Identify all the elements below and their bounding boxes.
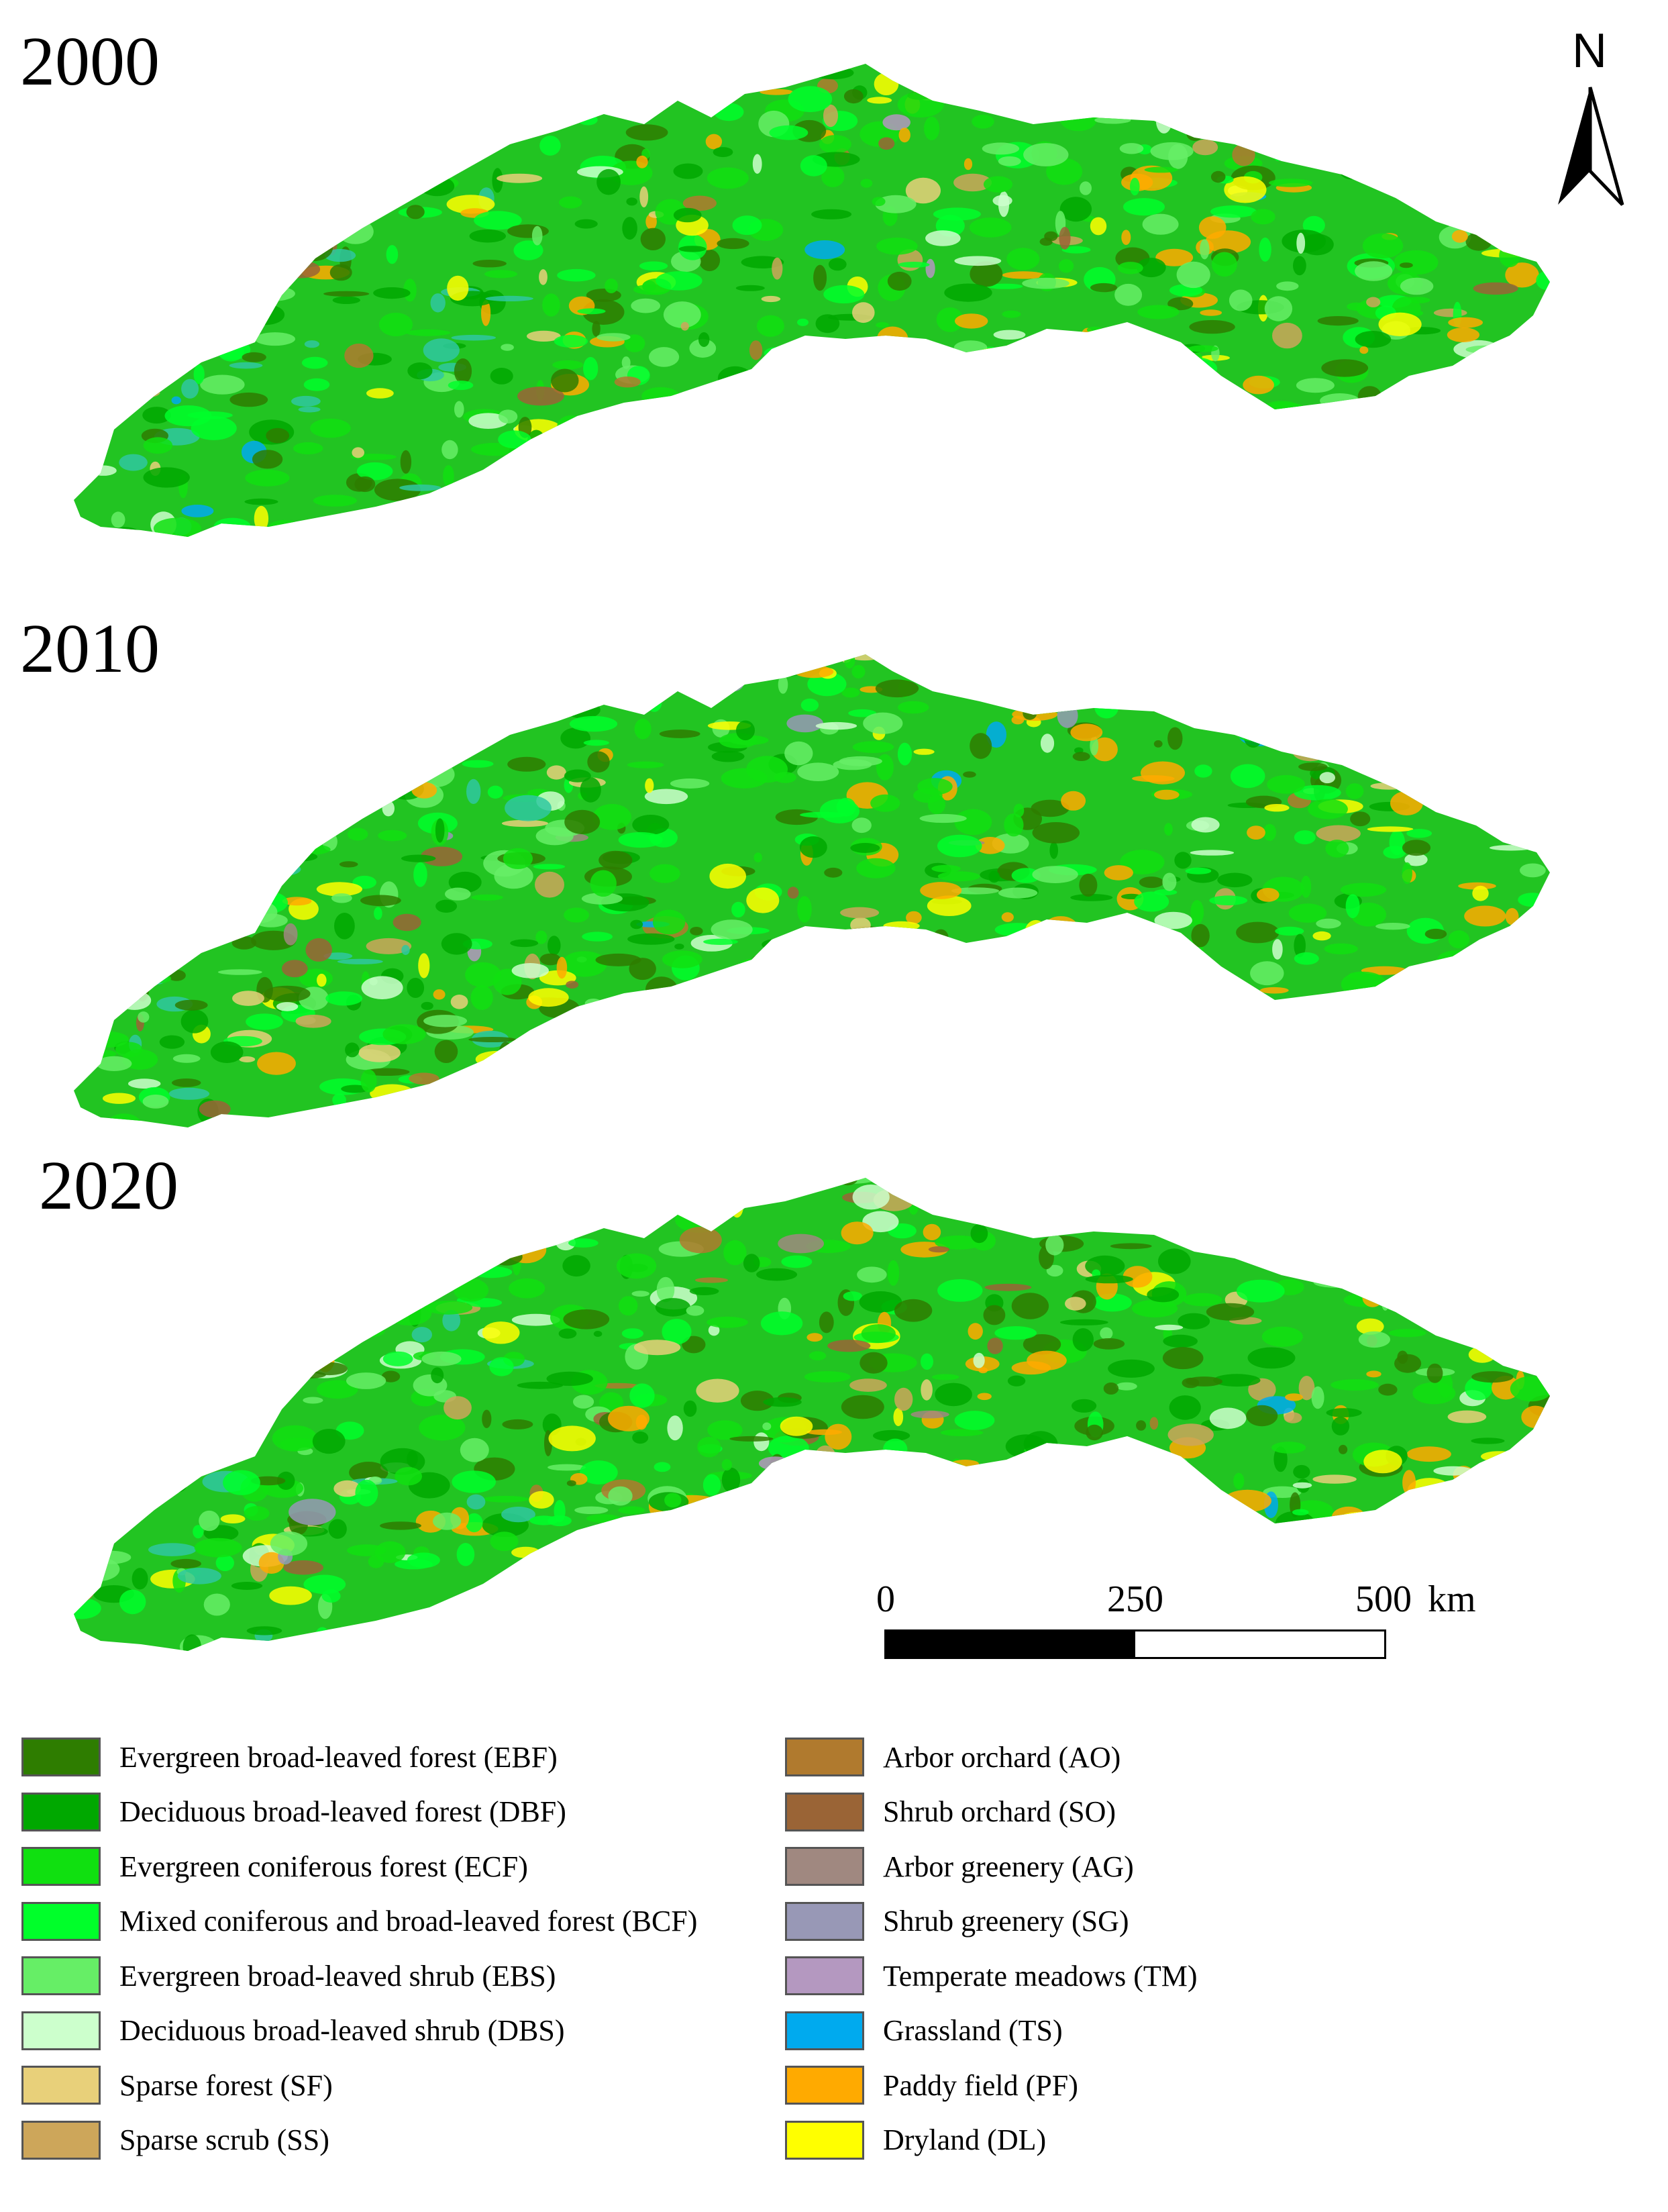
legend-swatch (785, 2066, 864, 2105)
year-label-2010: 2010 (20, 610, 160, 687)
legend-label: Deciduous broad-leaved forest (DBF) (119, 1795, 566, 1828)
legend-label: Evergreen broad-leaved forest (EBF) (119, 1740, 558, 1774)
land-cover-map-2010 (74, 654, 1550, 1127)
legend-label: Sparse scrub (SS) (119, 2123, 329, 2156)
legend-swatch (21, 1792, 101, 1831)
legend-label: Arbor greenery (AG) (883, 1850, 1134, 1883)
legend-item: Sparse scrub (SS) (21, 2118, 329, 2162)
scale-tick-250: 250 (1107, 1578, 1163, 1620)
map-region-outline (74, 64, 1550, 537)
legend-item: Dryland (DL) (785, 2118, 1046, 2162)
year-label-2020: 2020 (39, 1147, 178, 1224)
legend-swatch (21, 1956, 101, 1995)
legend-label: Paddy field (PF) (883, 2068, 1078, 2102)
legend-item: Deciduous broad-leaved forest (DBF) (21, 1790, 566, 1834)
legend-swatch (785, 1792, 864, 1831)
scale-tick-0: 0 (876, 1578, 895, 1620)
legend-label: Shrub greenery (SG) (883, 1905, 1129, 1938)
legend-swatch (785, 1738, 864, 1776)
land-cover-map-2020 (74, 1178, 1550, 1651)
legend-swatch (785, 1956, 864, 1995)
scale-unit: km (1428, 1578, 1476, 1620)
legend-item: Temperate meadows (TM) (785, 1954, 1198, 1998)
year-label-2000: 2000 (20, 23, 160, 100)
legend-swatch (21, 1847, 101, 1886)
north-label: N (1572, 24, 1607, 78)
north-arrow-icon (1558, 87, 1624, 206)
legend-label: Grassland (TS) (883, 2014, 1063, 2047)
legend-label: Sparse forest (SF) (119, 2068, 333, 2102)
legend-label: Shrub orchard (SO) (883, 1795, 1116, 1828)
legend-item: Paddy field (PF) (785, 2063, 1078, 2107)
legend-item: Evergreen coniferous forest (ECF) (21, 1844, 528, 1889)
scale-bar (884, 1629, 1386, 1659)
legend-label: Deciduous broad-leaved shrub (DBS) (119, 2014, 565, 2047)
legend-swatch (21, 1901, 101, 1941)
legend-item: Shrub greenery (SG) (785, 1899, 1129, 1944)
legend-swatch (785, 2011, 864, 2050)
legend-item: Arbor orchard (AO) (785, 1735, 1120, 1779)
legend-label: Dryland (DL) (883, 2123, 1047, 2156)
legend-label: Mixed coniferous and broad-leaved forest… (119, 1905, 698, 1938)
legend-swatch (21, 2120, 101, 2160)
scale-tick-500: 500 (1355, 1578, 1412, 1620)
legend-swatch (785, 1847, 864, 1886)
legend-label: Evergreen broad-leaved shrub (EBS) (119, 1959, 556, 1993)
legend-label: Temperate meadows (TM) (883, 1959, 1198, 1993)
legend-item: Shrub orchard (SO) (785, 1790, 1116, 1834)
legend-item: Grassland (TS) (785, 2009, 1063, 2053)
legend-item: Arbor greenery (AG) (785, 1844, 1134, 1889)
legend-swatch (21, 2011, 101, 2050)
legend-item: Sparse forest (SF) (21, 2063, 333, 2107)
legend-swatch (21, 2066, 101, 2105)
land-cover-map-2000 (74, 64, 1550, 537)
legend-swatch (785, 1901, 864, 1941)
legend-item: Evergreen broad-leaved forest (EBF) (21, 1735, 558, 1779)
scale-bar-filled-segment (886, 1631, 1135, 1657)
legend-item: Mixed coniferous and broad-leaved forest… (21, 1899, 697, 1944)
legend-label: Evergreen coniferous forest (ECF) (119, 1850, 528, 1883)
legend-swatch (21, 1738, 101, 1776)
legend-item: Evergreen broad-leaved shrub (EBS) (21, 1954, 556, 1998)
legend-item: Deciduous broad-leaved shrub (DBS) (21, 2009, 565, 2053)
legend-label: Arbor orchard (AO) (883, 1740, 1121, 1774)
legend-swatch (785, 2120, 864, 2160)
